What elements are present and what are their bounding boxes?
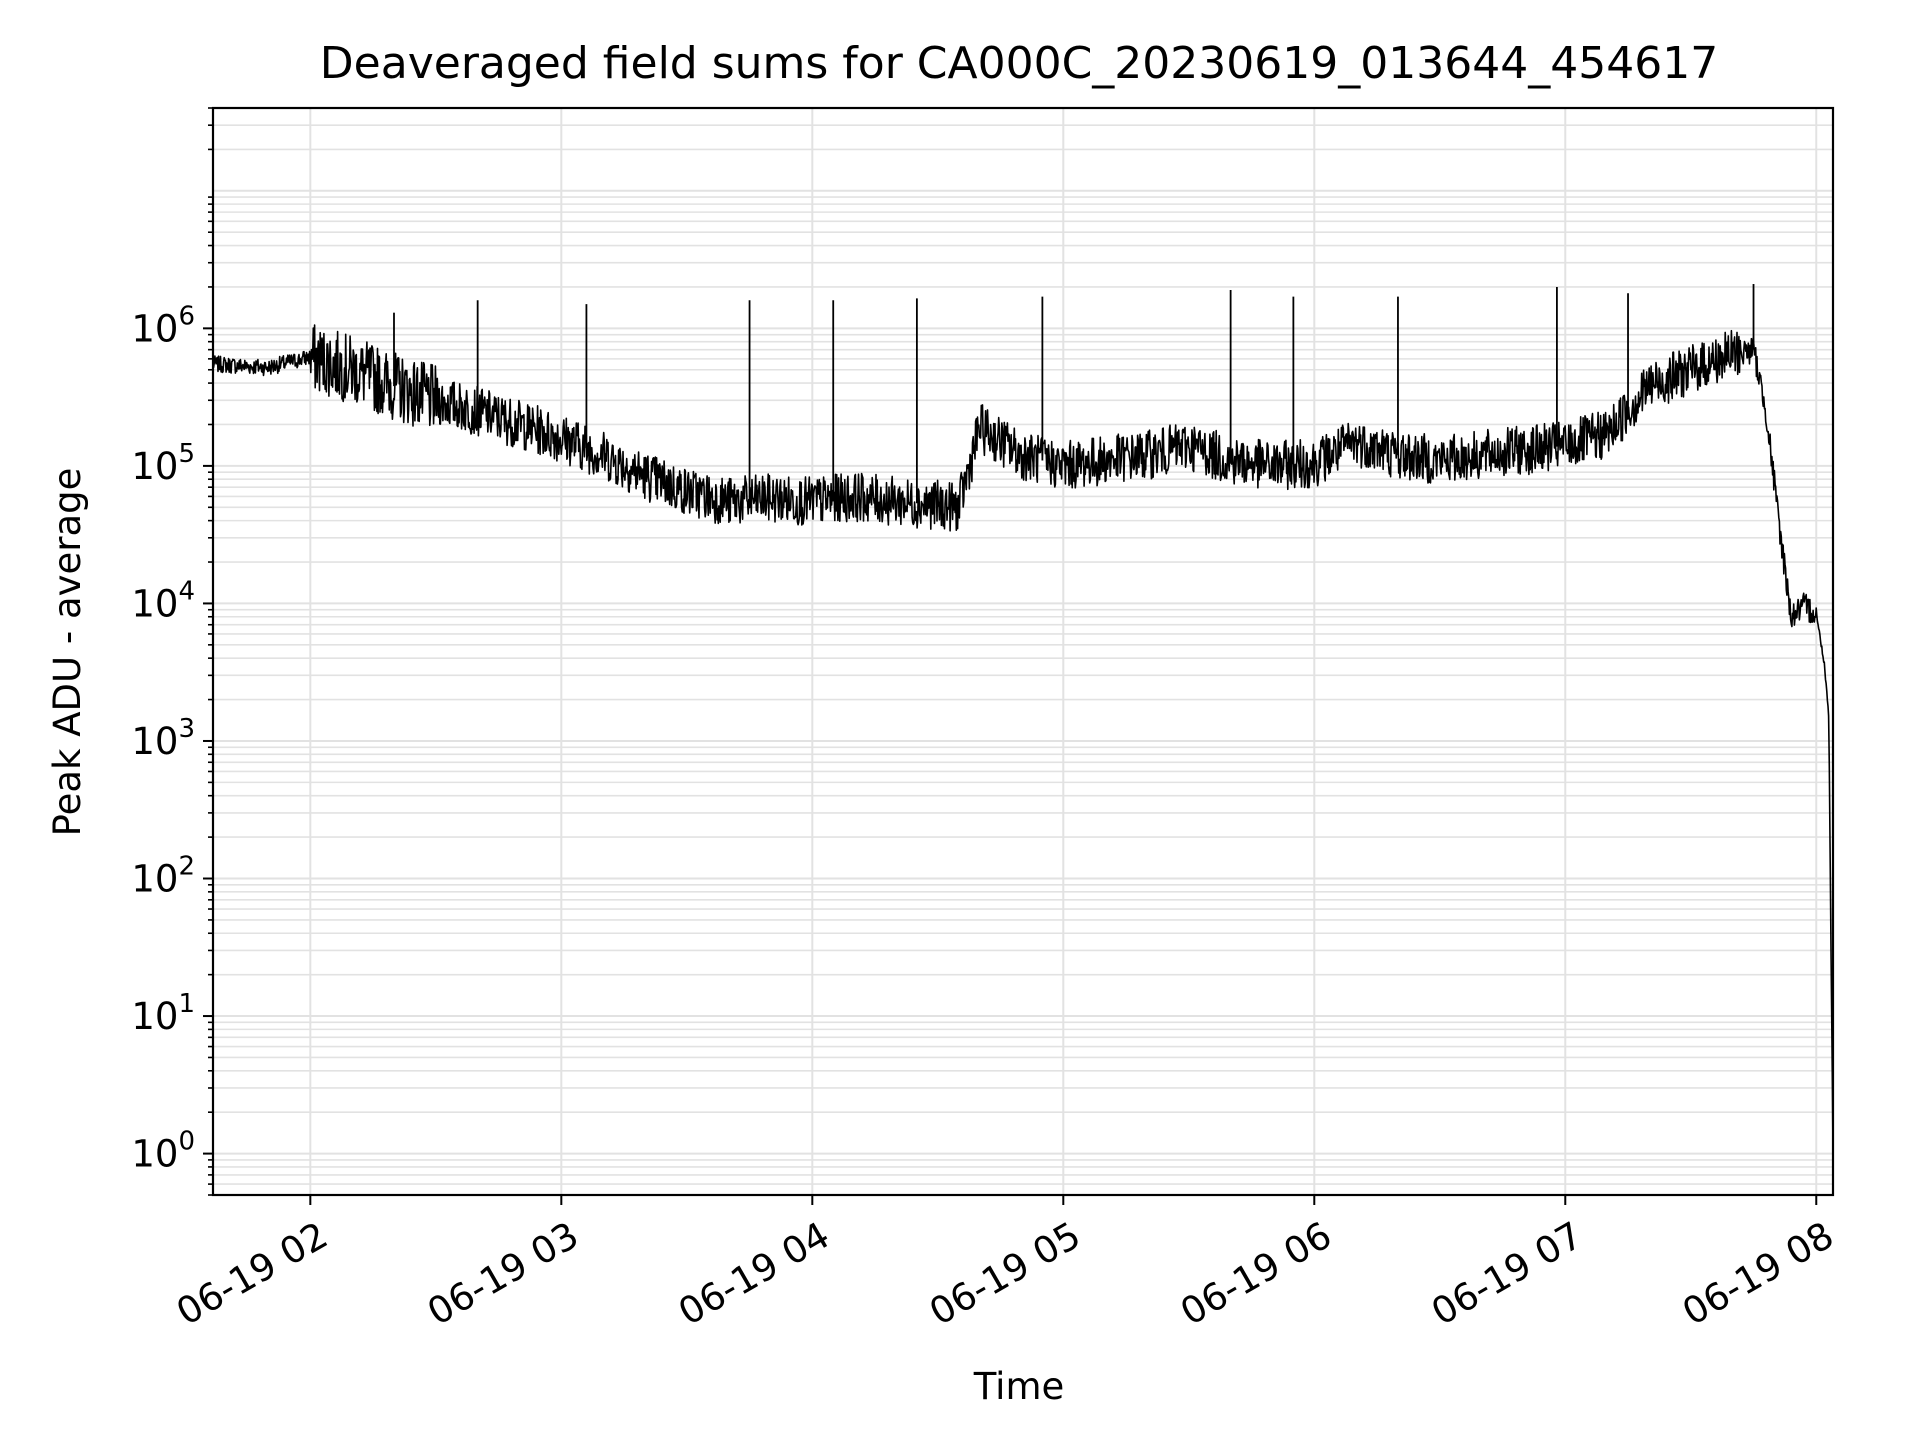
- chart-title: Deaveraged field sums for CA000C_2023061…: [320, 38, 1718, 89]
- data-series: [212, 284, 1834, 1152]
- y-axis-label: Peak ADU - average: [46, 468, 89, 837]
- y-tick-label: 106: [131, 301, 195, 350]
- y-axis: 100 101 102 103 104 105 106: [131, 107, 213, 1196]
- plot-frame: [211, 106, 1835, 1197]
- y-tick-label: 105: [131, 439, 195, 488]
- y-tick-label: 100: [131, 1127, 195, 1176]
- y-tick-label: 102: [131, 852, 195, 901]
- x-axis-label: Time: [973, 1365, 1065, 1408]
- series-line: [212, 324, 1834, 1152]
- y-tick-label: 101: [131, 989, 195, 1038]
- y-tick-label: 103: [131, 714, 195, 763]
- y-tick-label: 104: [131, 576, 195, 625]
- grid: [213, 107, 1833, 1196]
